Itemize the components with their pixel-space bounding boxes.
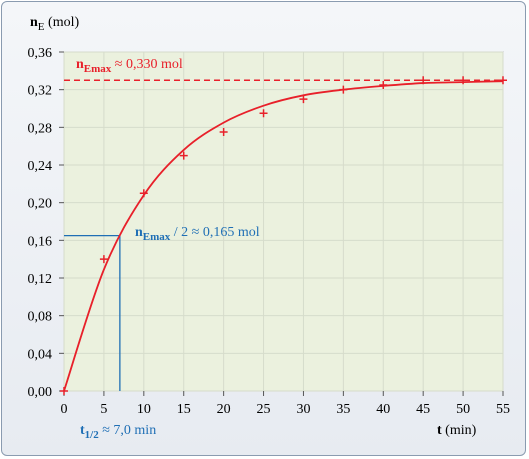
x-tick-label: 5 bbox=[100, 402, 107, 417]
x-tick-label: 10 bbox=[137, 402, 151, 417]
ann-sub: Emax bbox=[143, 231, 171, 243]
data-point bbox=[99, 255, 108, 264]
x-tick-label: 35 bbox=[336, 402, 350, 417]
plot-area bbox=[63, 51, 504, 392]
ann-n: n bbox=[76, 57, 84, 72]
x-tick-label: 20 bbox=[217, 402, 231, 417]
max-annotation: nEmax ≈ 0,330 mol bbox=[76, 57, 183, 75]
t-half-annotation: t1/2 ≈ 7,0 min bbox=[80, 423, 156, 441]
y-tick-label: 0,08 bbox=[28, 310, 53, 325]
y-tick-label: 0,04 bbox=[28, 347, 53, 362]
fit-curve bbox=[63, 80, 504, 392]
ann-sub: Emax bbox=[84, 63, 112, 75]
half-annotation: nEmax / 2 ≈ 0,165 mol bbox=[135, 225, 260, 243]
data-point bbox=[219, 128, 228, 137]
y-tick-label: 0,32 bbox=[28, 84, 53, 99]
y-axis-title: nE (mol) bbox=[30, 15, 79, 33]
y-title-sub: E bbox=[38, 21, 45, 33]
y-tick-label: 0,36 bbox=[28, 46, 53, 61]
ann-t: t bbox=[80, 423, 85, 438]
y-tick-label: 0,28 bbox=[28, 121, 53, 136]
x-tick-label: 55 bbox=[496, 402, 510, 417]
x-tick-label: 0 bbox=[61, 402, 68, 417]
x-title-unit: (min) bbox=[442, 423, 477, 438]
y-tick-label: 0,16 bbox=[28, 234, 53, 249]
x-axis-title: t (min) bbox=[437, 423, 477, 438]
y-title-main: n bbox=[30, 15, 38, 30]
x-tick-label: 40 bbox=[376, 402, 390, 417]
x-tick-label: 30 bbox=[296, 402, 310, 417]
y-tick-label: 0,12 bbox=[28, 272, 53, 287]
y-tick-label: 0,00 bbox=[28, 385, 53, 400]
data-point bbox=[299, 95, 308, 104]
ann-rest: ≈ 7,0 min bbox=[99, 423, 156, 438]
y-tick-label: 0,20 bbox=[28, 197, 53, 212]
y-tick-label: 0,24 bbox=[28, 159, 53, 174]
x-tick-label: 45 bbox=[416, 402, 430, 417]
ann-n: n bbox=[135, 225, 143, 240]
x-tick-label: 15 bbox=[177, 402, 191, 417]
data-point bbox=[499, 76, 507, 85]
data-point bbox=[179, 151, 188, 160]
ann-rest: ≈ 0,330 mol bbox=[111, 57, 183, 72]
x-tick-label: 50 bbox=[456, 402, 470, 417]
x-title-main: t bbox=[437, 423, 442, 438]
ann-sub: 1/2 bbox=[85, 429, 100, 441]
ann-rest: / 2 ≈ 0,165 mol bbox=[170, 225, 259, 240]
x-tick-label: 25 bbox=[257, 402, 271, 417]
y-title-unit: (mol) bbox=[45, 15, 80, 30]
data-point bbox=[259, 109, 268, 118]
